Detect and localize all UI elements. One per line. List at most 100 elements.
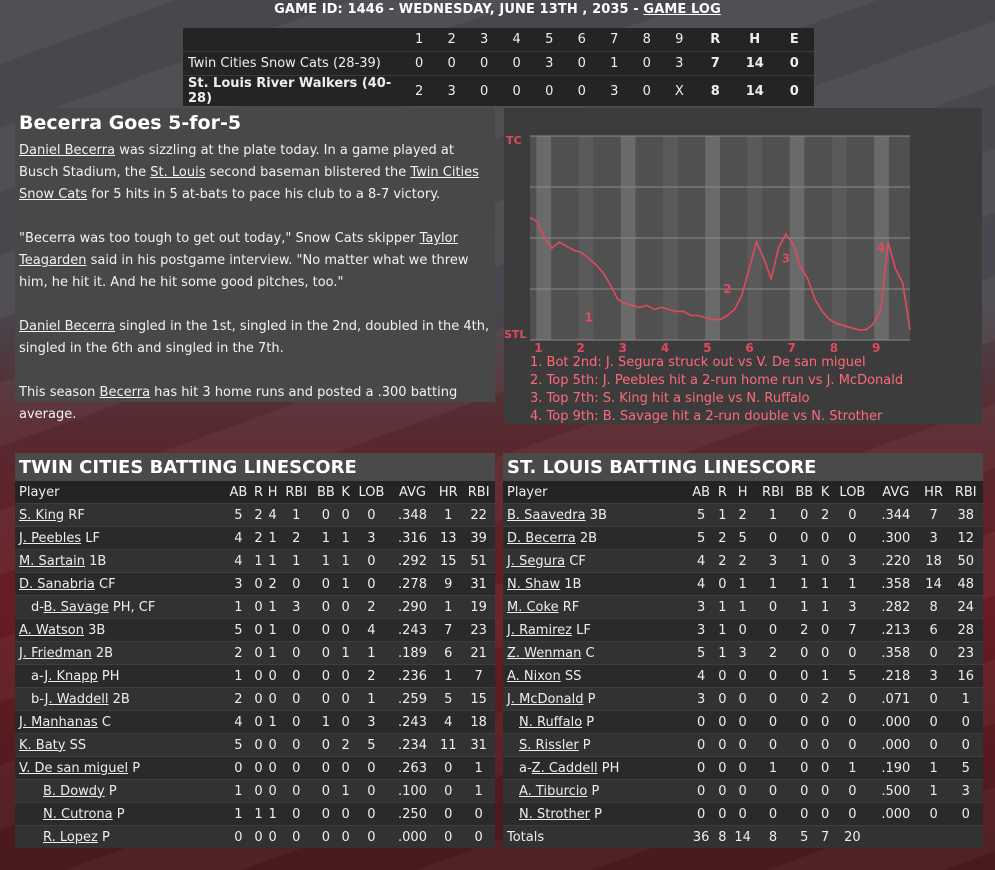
player-link[interactable]: J. Waddell bbox=[44, 691, 109, 707]
stat-cell: 0 bbox=[312, 825, 340, 848]
stat-cell: 50 bbox=[948, 549, 983, 573]
stat-cell: 28 bbox=[948, 618, 983, 642]
stat-cell: 0 bbox=[251, 641, 266, 665]
stat-cell: 0 bbox=[251, 733, 266, 757]
stat-cell: 4 bbox=[225, 710, 252, 734]
stat-cell: 0 bbox=[339, 687, 353, 711]
player-link[interactable]: D. Becerra bbox=[507, 530, 576, 546]
player-link[interactable]: B. Saavedra bbox=[507, 507, 586, 523]
player-link[interactable]: N. Cutrona bbox=[43, 806, 113, 822]
stat-cell: 2 bbox=[715, 549, 730, 573]
stat-cell: .358 bbox=[872, 572, 919, 596]
player-link[interactable]: J. Manhanas bbox=[19, 714, 98, 730]
stat-cell: 1 bbox=[831, 756, 873, 780]
stat-cell: .316 bbox=[390, 526, 435, 550]
player-link[interactable]: B. Savage bbox=[43, 599, 109, 615]
player-link[interactable]: A. Nixon bbox=[507, 668, 561, 684]
stat-cell: 0 bbox=[715, 664, 730, 688]
story-title: Becerra Goes 5-for-5 bbox=[19, 112, 242, 134]
player-cell: d-B. Savage PH, CF bbox=[15, 595, 226, 619]
stat-cell: 0 bbox=[715, 802, 730, 826]
stat-cell: 0 bbox=[251, 595, 266, 619]
game-log-link[interactable]: GAME LOG bbox=[643, 2, 721, 17]
player-cell: M. Sartain 1B bbox=[15, 549, 226, 573]
player-link[interactable]: S. King bbox=[19, 507, 65, 523]
stat-cell: 0 bbox=[251, 664, 266, 688]
player-link[interactable]: B. Dowdy bbox=[43, 783, 105, 799]
story-link[interactable]: Daniel Becerra bbox=[19, 143, 116, 158]
player-link[interactable]: J. Segura bbox=[507, 553, 566, 569]
stat-cell: 3 bbox=[225, 572, 252, 596]
player-link[interactable]: Z. Wenman bbox=[507, 645, 582, 661]
column-header: Player bbox=[503, 481, 688, 504]
player-link[interactable]: J. McDonald bbox=[507, 691, 584, 707]
stat-cell: 1 bbox=[831, 572, 873, 596]
stat-cell: 5 bbox=[831, 664, 873, 688]
player-link[interactable]: N. Ruffalo bbox=[519, 714, 583, 730]
stat-cell: 0 bbox=[918, 687, 949, 711]
key-play-marker: 3 bbox=[782, 251, 790, 265]
player-link[interactable]: V. De san miguel bbox=[19, 760, 129, 776]
player-link[interactable]: M. Coke bbox=[507, 599, 559, 615]
player-link[interactable]: J. Ramirez bbox=[507, 622, 572, 638]
player-link[interactable]: D. Sanabria bbox=[19, 576, 95, 592]
stat-cell: 0 bbox=[755, 710, 791, 734]
inning-tick-label: 2 bbox=[576, 341, 584, 353]
player-link[interactable]: N. Shaw bbox=[507, 576, 561, 592]
player-position: C bbox=[97, 714, 111, 730]
player-cell: S. Rissler P bbox=[503, 733, 688, 757]
story-link[interactable]: Twin Cities Snow Cats bbox=[19, 165, 479, 202]
player-link[interactable]: J. Friedman bbox=[19, 645, 92, 661]
player-link[interactable]: S. Rissler bbox=[519, 737, 579, 753]
player-link[interactable]: A. Tiburcio bbox=[519, 783, 588, 799]
player-link[interactable]: N. Strother bbox=[519, 806, 591, 822]
linescore-row: Twin Cities Snow Cats (28-39) 0 0 0 0 3 0 1 0 3 7 1… bbox=[183, 51, 814, 76]
stat-cell: 0 bbox=[790, 664, 819, 688]
batting-header-row: Player AB R H RBI BB K LOB AVG HR RBI bbox=[503, 481, 983, 504]
player-cell: a-J. Knapp PH bbox=[15, 664, 226, 688]
stat-cell: 0 bbox=[687, 756, 716, 780]
player-cell: D. Sanabria CF bbox=[15, 572, 226, 596]
player-link[interactable]: K. Baty bbox=[19, 737, 66, 753]
stat-cell: 18 bbox=[918, 549, 949, 573]
stat-cell: .100 bbox=[390, 779, 435, 803]
linescore-cell: 14 bbox=[734, 51, 775, 76]
player-cell: a-Z. Caddell PH bbox=[503, 756, 688, 780]
stat-cell: 0 bbox=[790, 733, 819, 757]
column-header: AVG bbox=[390, 481, 435, 504]
stat-cell: 3 bbox=[831, 595, 873, 619]
batting-row: V. De san miguel P 0 0 0 0 0 0 0.263 0 1 bbox=[15, 756, 495, 780]
player-position: RF bbox=[64, 507, 85, 523]
stat-cell: .250 bbox=[390, 802, 435, 826]
stat-cell: 0 bbox=[818, 779, 832, 803]
stat-cell: 1 bbox=[339, 526, 353, 550]
player-link[interactable]: A. Watson bbox=[19, 622, 84, 638]
inning-tick-label: 1 bbox=[534, 341, 542, 353]
column-header: RBI bbox=[755, 481, 791, 504]
player-link[interactable]: R. Lopez bbox=[43, 829, 98, 845]
stat-cell: 3 bbox=[918, 526, 949, 550]
story-link[interactable]: Taylor Teagarden bbox=[19, 231, 458, 268]
player-link[interactable]: J. Peebles bbox=[19, 530, 82, 546]
player-link[interactable]: Z. Caddell bbox=[531, 760, 598, 776]
player-link[interactable]: M. Sartain bbox=[19, 553, 85, 569]
story-link[interactable]: St. Louis bbox=[150, 165, 206, 180]
stat-cell: 15 bbox=[434, 549, 463, 573]
linescore-cell: 0 bbox=[630, 75, 664, 106]
linescore-header-9: 9 bbox=[675, 32, 684, 47]
stat-cell: 0 bbox=[265, 733, 280, 757]
stat-cell: 2 bbox=[279, 526, 313, 550]
stat-cell: .259 bbox=[390, 687, 435, 711]
stat-cell: 0 bbox=[818, 641, 832, 665]
stat-cell: 23 bbox=[948, 641, 983, 665]
stat-cell: 5 bbox=[729, 526, 756, 550]
player-link[interactable]: J. Knapp bbox=[44, 668, 98, 684]
story-link[interactable]: Becerra bbox=[99, 385, 151, 400]
stat-cell: 0 bbox=[729, 664, 756, 688]
stat-cell: 3 bbox=[279, 595, 313, 619]
story-text: has hit 3 home runs and posted a .300 ba… bbox=[19, 385, 458, 422]
player-cell: N. Cutrona P bbox=[15, 802, 226, 826]
stat-cell: 0 bbox=[352, 802, 391, 826]
totals-cell: 7 bbox=[818, 825, 832, 848]
story-link[interactable]: Daniel Becerra bbox=[19, 319, 116, 334]
